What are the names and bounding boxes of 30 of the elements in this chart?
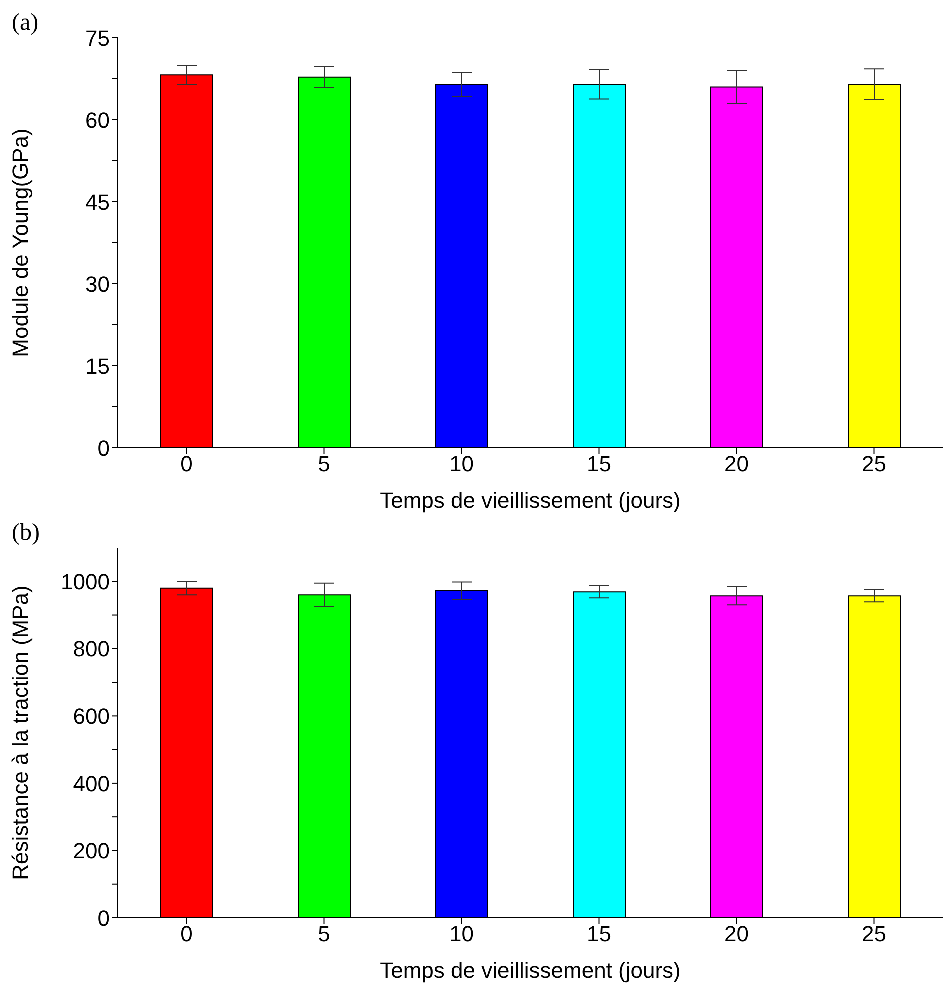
x-tick-label: 10 [450, 452, 474, 477]
y-axis-title: Résistance à la traction (MPa) [8, 586, 33, 880]
y-axis-title: Module de Young(GPa) [8, 128, 33, 358]
x-tick-label: 25 [862, 452, 886, 477]
x-tick-label: 5 [318, 452, 330, 477]
chart-title: (a) [12, 10, 39, 37]
x-tick-label: 5 [318, 922, 330, 947]
chart-title: (b) [12, 520, 40, 547]
y-tick-label: 15 [86, 354, 110, 379]
x-tick-label: 10 [450, 922, 474, 947]
x-tick-label: 15 [587, 452, 612, 477]
y-tick-label: 0 [98, 906, 110, 931]
y-tick-label: 45 [86, 190, 110, 215]
x-tick-label: 25 [862, 922, 886, 947]
y-tick-label: 0 [98, 436, 110, 461]
y-tick-label: 30 [86, 272, 110, 297]
y-tick-label: 400 [73, 771, 110, 796]
y-tick-label: 600 [73, 704, 110, 729]
x-tick-label: 20 [724, 922, 749, 947]
x-tick-label: 0 [180, 452, 193, 477]
y-tick-label: 200 [73, 838, 110, 864]
y-tick-label: 75 [86, 26, 110, 51]
x-axis-title: Temps de vieillissement (jours) [380, 958, 681, 983]
y-tick-label: 1000 [61, 569, 110, 594]
y-tick-label: 800 [73, 636, 110, 662]
x-axis-title: Temps de vieillissement (jours) [380, 488, 681, 513]
x-tick-label: 20 [724, 452, 749, 477]
x-tick-label: 15 [587, 922, 612, 947]
y-tick-label: 60 [86, 108, 110, 133]
x-tick-label: 0 [180, 922, 193, 947]
